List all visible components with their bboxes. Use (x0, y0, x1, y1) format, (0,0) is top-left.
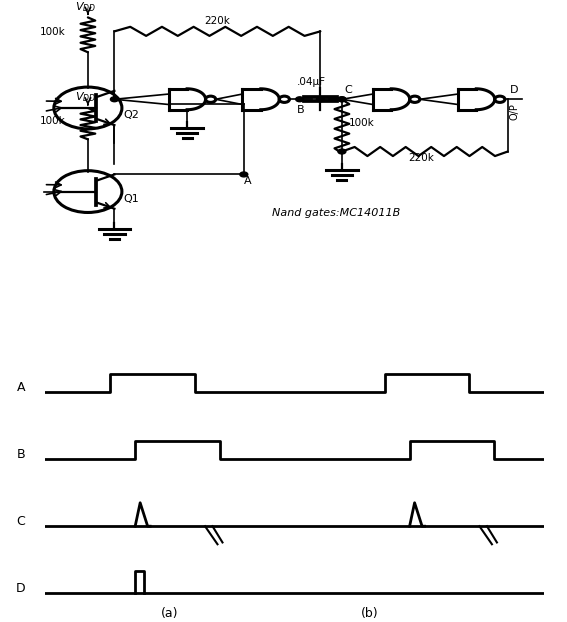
Circle shape (338, 97, 346, 102)
Text: C: C (345, 85, 353, 95)
Text: Q1: Q1 (123, 194, 139, 204)
Circle shape (240, 172, 248, 177)
Text: $V_{DD}$: $V_{DD}$ (75, 90, 96, 104)
Text: 220k: 220k (204, 16, 230, 26)
Text: D: D (509, 85, 518, 95)
Text: Nand gates:MC14011B: Nand gates:MC14011B (272, 208, 400, 218)
Text: B: B (17, 448, 26, 462)
Circle shape (338, 97, 346, 102)
Text: 220k: 220k (408, 153, 434, 163)
Text: 100k: 100k (349, 118, 374, 128)
Circle shape (316, 97, 324, 102)
Text: $V_{DD}$: $V_{DD}$ (75, 0, 96, 14)
Text: B: B (297, 104, 304, 114)
Text: (a): (a) (162, 608, 179, 620)
Text: A: A (17, 381, 26, 394)
Circle shape (338, 149, 346, 154)
Circle shape (296, 97, 304, 102)
Text: (b): (b) (361, 608, 379, 620)
Text: O/P: O/P (509, 103, 519, 121)
Text: A: A (244, 176, 251, 186)
Text: Q2: Q2 (123, 111, 139, 121)
Text: D: D (16, 582, 26, 595)
Circle shape (111, 97, 119, 102)
Text: 100k: 100k (40, 116, 65, 126)
Text: 100k: 100k (40, 27, 65, 37)
Text: C: C (16, 515, 26, 528)
Text: .04μF: .04μF (297, 77, 325, 87)
